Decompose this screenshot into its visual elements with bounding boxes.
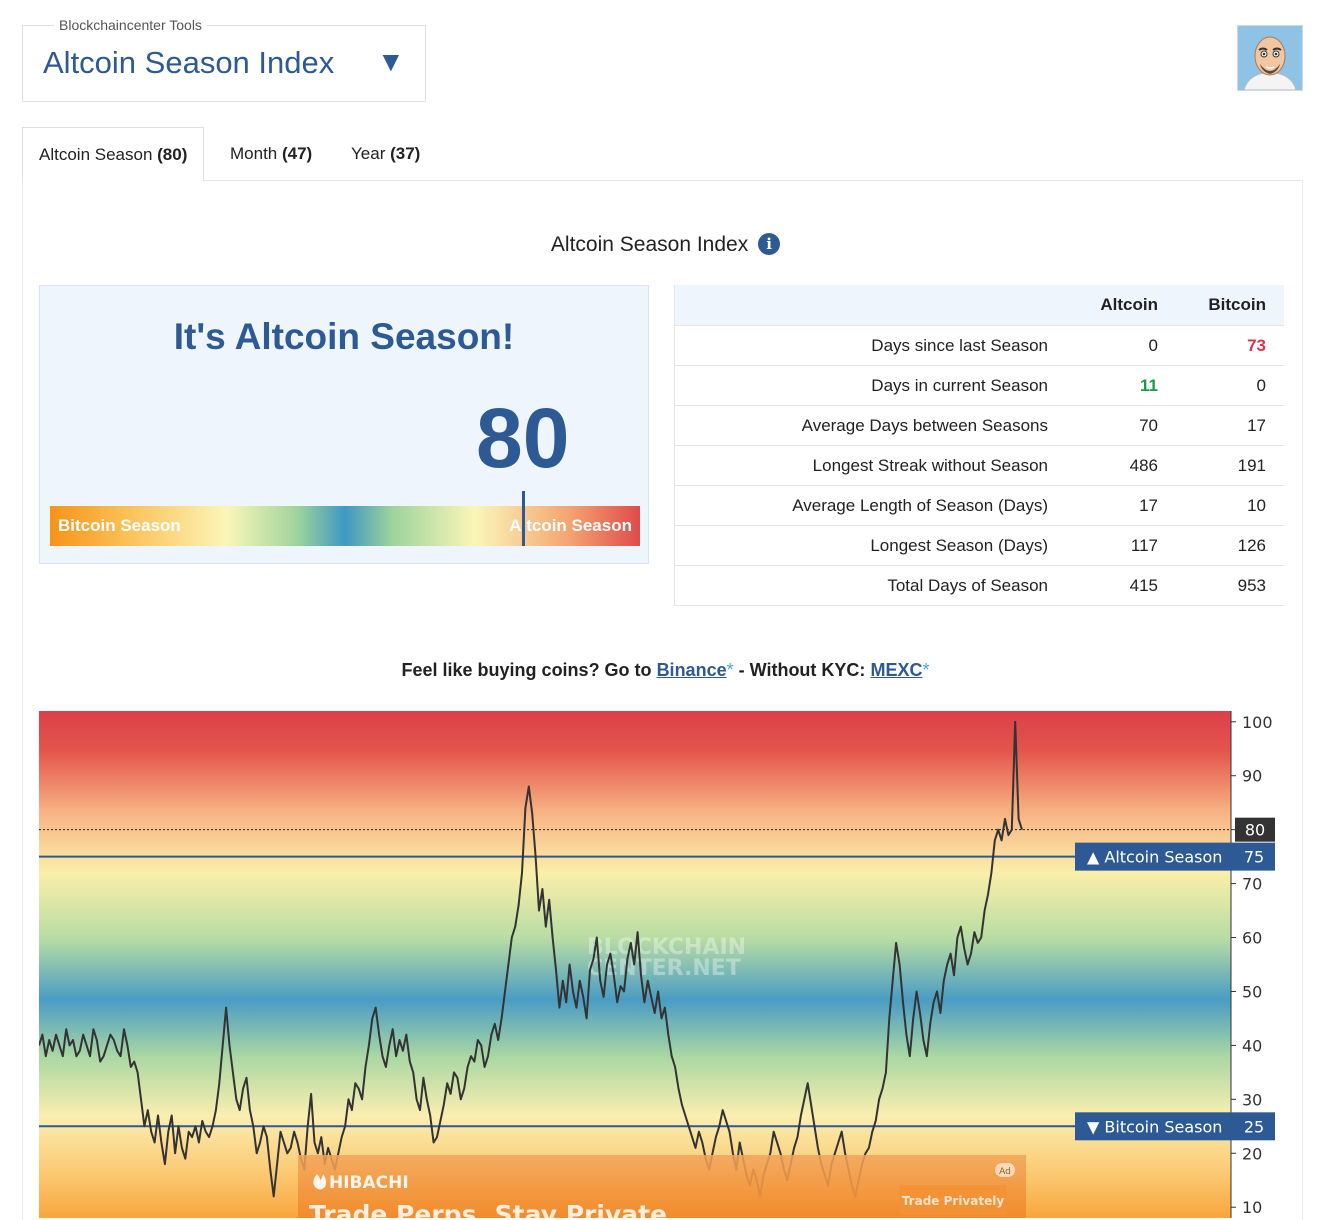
threshold-label: ▼ Bitcoin Season — [1087, 1117, 1222, 1136]
mexc-link[interactable]: MEXC — [870, 660, 923, 680]
y-tick-label: 60 — [1242, 929, 1262, 948]
ad-badge[interactable] — [995, 1163, 1015, 1177]
stat-bitcoin: 191 — [1176, 445, 1284, 486]
ad-cta-button[interactable] — [899, 1185, 1007, 1215]
gauge-right-label: Altcoin Season — [509, 516, 632, 535]
stat-altcoin: 486 — [1074, 445, 1176, 486]
stat-label: Days since last Season — [674, 325, 1074, 366]
stat-bitcoin: 126 — [1176, 525, 1284, 566]
gauge-marker — [521, 491, 525, 546]
stat-bitcoin: 0 — [1176, 365, 1284, 406]
y-tick-label: 50 — [1242, 982, 1262, 1001]
table-header — [674, 285, 1074, 326]
flame-icon — [313, 1174, 327, 1190]
table-row: Days since last Season 0 73 — [674, 325, 1284, 366]
promo-text: - Without KYC: — [738, 660, 866, 680]
table-row: Total Days of Season 415 953 — [674, 565, 1284, 606]
stat-altcoin: 117 — [1074, 525, 1176, 566]
stat-altcoin: 70 — [1074, 405, 1176, 446]
stat-label: Days in current Season — [674, 365, 1074, 406]
stat-label: Longest Season (Days) — [674, 525, 1074, 566]
threshold-badge — [1075, 842, 1275, 871]
table-row: Average Length of Season (Days) 17 10 — [674, 485, 1284, 526]
ad-cta-label: Trade Privately — [902, 1194, 1005, 1208]
table-row: Days in current Season 11 0 — [674, 365, 1284, 406]
y-tick-label: 20 — [1242, 1144, 1262, 1163]
tab-label: Month — [230, 144, 278, 163]
current-value-text: 80 — [1245, 821, 1265, 840]
tab-altcoin-season[interactable]: Altcoin Season (80) — [22, 127, 205, 182]
hibachi-ad[interactable]: HIBACHI Trade Perps. Stay Private Ad Tra… — [298, 1155, 1026, 1218]
stat-label: Average Days between Seasons — [674, 405, 1074, 446]
threshold-label: ▲ Altcoin Season — [1087, 848, 1222, 867]
tab-label: Altcoin Season — [39, 145, 153, 164]
tool-legend: Blockchaincenter Tools — [54, 17, 207, 33]
tab-month[interactable]: Month (47) — [230, 127, 312, 180]
tab-count: (80) — [157, 145, 188, 164]
current-value-badge: 80 — [1235, 817, 1275, 842]
gauge-headline: It's Altcoin Season! — [173, 316, 515, 357]
watermark-line: CENTER.NET — [587, 956, 741, 981]
ad-tagline: Trade Perps. Stay Private — [309, 1200, 667, 1218]
gauge-bar: Bitcoin Season Altcoin Season — [50, 491, 640, 546]
gauge-left-label: Bitcoin Season — [58, 516, 181, 535]
promo-star: * — [922, 660, 930, 680]
stat-altcoin: 11 — [1074, 365, 1176, 406]
table-row: Longest Streak without Season 486 191 — [674, 445, 1284, 486]
avatar[interactable] — [1237, 25, 1303, 91]
stat-label: Average Length of Season (Days) — [674, 485, 1074, 526]
stat-altcoin: 415 — [1074, 565, 1176, 606]
y-tick-label: 10 — [1242, 1198, 1262, 1217]
promo-star: * — [726, 660, 734, 680]
stat-bitcoin: 10 — [1176, 485, 1284, 526]
promo-text: Feel like buying coins? Go to — [401, 660, 652, 680]
cartoon-avatar-icon — [1238, 26, 1302, 90]
y-tick-label: 40 — [1242, 1036, 1262, 1055]
section-title: Altcoin Season Index i — [0, 233, 1331, 257]
chart-svg[interactable]: 10 20 30 40 50 60 70 80 90 100 BLOCKCHAIN CENTER.… — [39, 711, 1285, 1218]
table-header-altcoin: Altcoin — [1074, 285, 1176, 326]
season-stats-table: Altcoin Bitcoin Days since last Season 0 7… — [674, 285, 1284, 606]
ad-badge-text: Ad — [999, 1167, 1011, 1177]
stat-bitcoin: 17 — [1176, 405, 1284, 446]
promo-line: Feel like buying coins? Go to Binance* -… — [0, 660, 1331, 681]
tab-count: (37) — [390, 144, 421, 163]
tool-selector[interactable]: Blockchaincenter Tools Altcoin Season In… — [22, 17, 426, 102]
gauge-card: It's Altcoin Season! 80 Bitcoin Season A… — [39, 285, 649, 564]
section-title-text: Altcoin Season Index — [550, 233, 749, 256]
binance-link[interactable]: Binance — [656, 660, 727, 680]
altcoin-index-chart[interactable]: 10 20 30 40 50 60 70 80 90 100 BLOCKCHAIN CENTER.… — [39, 711, 1285, 1218]
stat-bitcoin: 73 — [1176, 325, 1284, 366]
table-header-bitcoin: Bitcoin — [1176, 285, 1284, 326]
tab-divider — [22, 180, 1302, 181]
table-row: Average Days between Seasons 70 17 — [674, 405, 1284, 446]
tab-count: (47) — [281, 144, 313, 163]
ad-brand: HIBACHI — [329, 1173, 409, 1193]
y-axis-area — [1231, 711, 1285, 1218]
threshold-value: 25 — [1244, 1117, 1264, 1136]
table-row: Longest Season (Days) 117 126 — [674, 525, 1284, 566]
stat-altcoin: 17 — [1074, 485, 1176, 526]
tab-panel — [22, 180, 1303, 1220]
stat-label: Longest Streak without Season — [674, 445, 1074, 486]
table-header-row: Altcoin Bitcoin — [674, 285, 1284, 326]
tab-year[interactable]: Year (37) — [351, 127, 420, 180]
chevron-down-icon[interactable]: ▼ — [377, 46, 405, 77]
y-tick-label: 30 — [1242, 1090, 1262, 1109]
info-icon[interactable]: i — [758, 233, 781, 255]
tab-label: Year — [351, 144, 386, 163]
gauge-value: 80 — [476, 391, 570, 485]
stat-label: Total Days of Season — [674, 565, 1074, 606]
threshold-value: 75 — [1244, 848, 1264, 867]
threshold-badge — [1075, 1112, 1275, 1141]
watermark: BLOCKCHAIN CENTER.NET — [587, 935, 746, 981]
watermark-line: BLOCKCHAIN — [587, 935, 746, 960]
y-tick-label: 100 — [1242, 713, 1273, 732]
stat-bitcoin: 953 — [1176, 565, 1284, 606]
tool-title[interactable]: Altcoin Season Index — [43, 45, 335, 80]
y-tick-label: 90 — [1242, 767, 1262, 786]
y-tick-label: 70 — [1242, 875, 1262, 894]
stat-altcoin: 0 — [1074, 325, 1176, 366]
